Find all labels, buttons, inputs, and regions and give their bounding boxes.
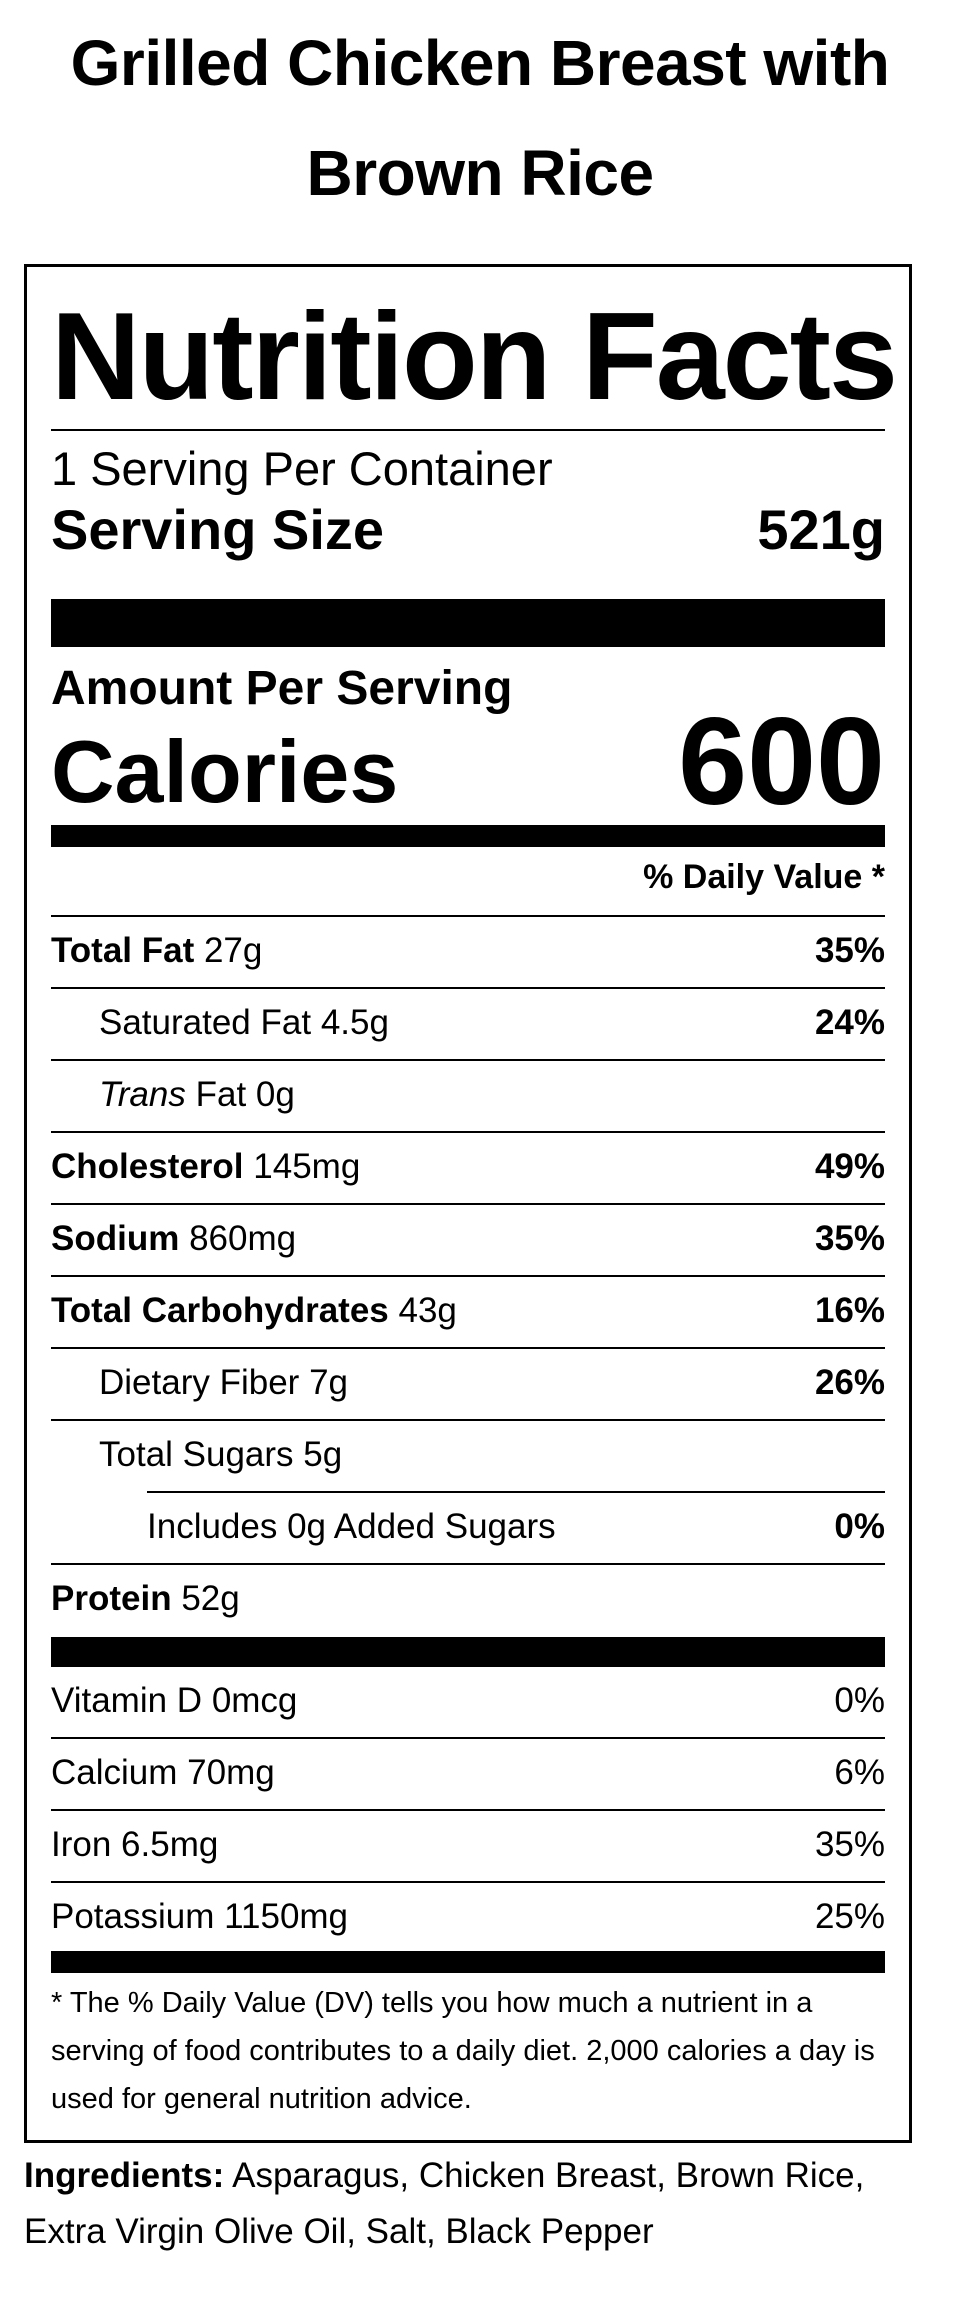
servings-per-container: 1 Serving Per Container: [51, 442, 553, 495]
nutrient-row-added-sugars: Includes 0g Added Sugars 0%: [51, 1493, 885, 1561]
nutrient-dv: 16%: [814, 1291, 885, 1330]
vitamin-row-calcium: Calcium 70mg 6%: [51, 1739, 885, 1807]
nutrient-dv: 24%: [814, 1003, 885, 1042]
serving-size-label: Serving Size: [51, 498, 385, 561]
nutrient-name-italic: Trans: [99, 1075, 186, 1114]
nutrient-amount: 27g: [203, 931, 263, 970]
vitamin-dv: 0%: [834, 1681, 885, 1720]
nutrient-name: Dietary Fiber: [99, 1363, 300, 1402]
nutrient-amount: 145mg: [253, 1147, 361, 1186]
divider-thin: [51, 1419, 885, 1421]
nutrient-row-dietary-fiber: Dietary Fiber 7g 26%: [51, 1349, 885, 1417]
divider-thin: [51, 1203, 885, 1205]
divider-medium: [51, 1951, 885, 1973]
nutrient-name: Includes 0g Added Sugars: [147, 1507, 556, 1546]
nutrient-name: Cholesterol: [51, 1147, 244, 1186]
nutrient-amount: 4.5g: [320, 1003, 389, 1042]
vitamin-name: Vitamin D: [51, 1681, 203, 1720]
divider-thin: [51, 1737, 885, 1739]
nutrient-amount: 43g: [398, 1291, 457, 1330]
ingredients-text: Asparagus, Chicken Breast, Brown Rice, E…: [24, 2156, 865, 2251]
nutrient-row-total-fat: Total Fat 27g 35%: [51, 917, 885, 985]
divider-thin: [51, 987, 885, 989]
nutrient-name: Protein: [51, 1579, 172, 1618]
calories-value: 600: [678, 693, 885, 831]
divider-medium: [51, 825, 885, 847]
nutrient-amount: 7g: [309, 1363, 348, 1402]
amount-per-serving: Amount Per Serving: [51, 662, 513, 715]
vitamin-name: Potassium: [51, 1897, 215, 1936]
nutrition-label: Nutrition Facts 1 Serving Per Container …: [24, 264, 912, 2143]
divider-thin: [51, 1563, 885, 1565]
nutrient-dv: 35%: [814, 1219, 885, 1258]
vitamin-name: Iron: [51, 1825, 112, 1864]
vitamin-dv: 35%: [814, 1825, 885, 1864]
ingredients: Ingredients: Asparagus, Chicken Breast, …: [24, 2148, 936, 2260]
calories-label: Calories: [51, 722, 399, 821]
calories-row: Calories 600: [51, 697, 885, 827]
nutrient-row-total-sugars: Total Sugars 5g: [51, 1421, 885, 1489]
divider-thin: [51, 1347, 885, 1349]
vitamin-dv: 6%: [834, 1753, 885, 1792]
nutrient-name: Total Carbohydrates: [51, 1291, 389, 1330]
divider-thin: [51, 1059, 885, 1061]
divider-thin: [51, 429, 885, 431]
nutrient-dv: 0%: [834, 1507, 885, 1546]
nutrient-amount: 52g: [181, 1579, 240, 1618]
divider-thin: [51, 1275, 885, 1277]
nutrient-row-protein: Protein 52g: [51, 1565, 885, 1633]
divider-thick: [51, 599, 885, 647]
nutrient-dv: 49%: [814, 1147, 885, 1186]
nutrient-amount: 860mg: [189, 1219, 297, 1258]
nutrient-name: Fat: [195, 1075, 247, 1114]
nutrient-dv: 26%: [814, 1363, 885, 1402]
vitamin-amount: 70mg: [187, 1753, 275, 1792]
divider-thin-indented: [147, 1491, 885, 1493]
divider-thin: [51, 1881, 885, 1883]
vitamin-name: Calcium: [51, 1753, 178, 1792]
vitamin-dv: 25%: [814, 1897, 885, 1936]
vitamin-amount: 1150mg: [224, 1897, 349, 1936]
nutrient-row-cholesterol: Cholesterol 145mg 49%: [51, 1133, 885, 1201]
daily-value-footnote: * The % Daily Value (DV) tells you how m…: [51, 1987, 875, 2115]
serving-size-value: 521g: [757, 498, 885, 561]
nutrient-name: Saturated Fat: [99, 1003, 312, 1042]
nutrient-dv: 35%: [814, 931, 885, 970]
vitamin-amount: 0mcg: [211, 1681, 298, 1720]
nutrient-amount: 0g: [255, 1075, 295, 1114]
nutrient-name: Sodium: [51, 1219, 180, 1258]
ingredients-label: Ingredients:: [24, 2156, 225, 2195]
vitamin-row-potassium: Potassium 1150mg 25%: [51, 1883, 885, 1951]
nutrient-name: Total Sugars: [99, 1435, 294, 1474]
nutrition-facts-heading: Nutrition Facts: [51, 288, 898, 426]
nutrient-row-sodium: Sodium 860mg 35%: [51, 1205, 885, 1273]
product-title: Grilled Chicken Breast with Brown Rice: [70, 27, 890, 209]
divider-thin: [51, 915, 885, 917]
vitamin-row-vitamin-d: Vitamin D 0mcg 0%: [51, 1667, 885, 1735]
vitamin-amount: 6.5mg: [121, 1825, 219, 1864]
serving-size-row: Serving Size 521g: [51, 495, 885, 565]
divider-thin: [51, 1131, 885, 1133]
divider-thin: [51, 1809, 885, 1811]
nutrient-row-trans-fat: Trans Fat 0g: [51, 1061, 885, 1129]
divider-thick: [51, 1637, 885, 1667]
nutrient-row-saturated-fat: Saturated Fat 4.5g 24%: [51, 989, 885, 1057]
vitamin-row-iron: Iron 6.5mg 35%: [51, 1811, 885, 1879]
nutrient-amount: 5g: [303, 1435, 343, 1474]
daily-value-header: % Daily Value *: [643, 858, 885, 896]
nutrient-row-total-carbohydrates: Total Carbohydrates 43g 16%: [51, 1277, 885, 1345]
nutrient-name: Total Fat: [51, 931, 195, 970]
